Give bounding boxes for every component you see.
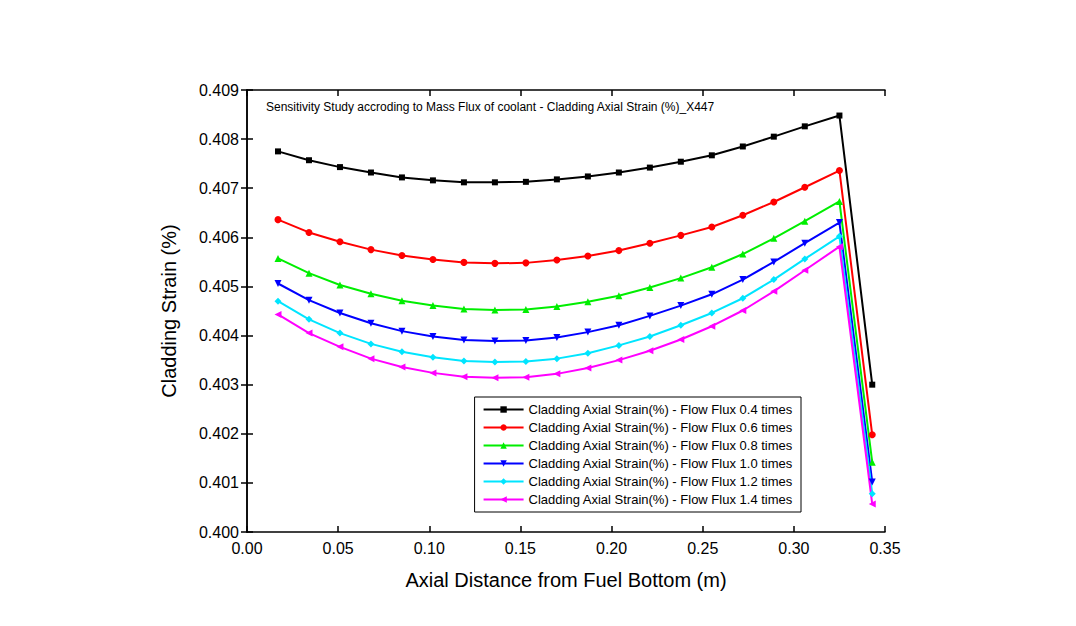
svg-text:0.407: 0.407: [199, 180, 239, 197]
svg-text:Cladding Axial Strain(%) - Flo: Cladding Axial Strain(%) - Flow Flux 0.4…: [529, 402, 793, 417]
svg-text:0.402: 0.402: [199, 425, 239, 442]
svg-text:Cladding Axial Strain(%) - Flo: Cladding Axial Strain(%) - Flow Flux 1.4…: [529, 492, 793, 507]
svg-text:0.05: 0.05: [323, 540, 354, 557]
svg-text:Cladding Axial Strain(%) - Flo: Cladding Axial Strain(%) - Flow Flux 0.8…: [529, 438, 793, 453]
svg-text:0.35: 0.35: [869, 540, 900, 557]
svg-text:0.25: 0.25: [687, 540, 718, 557]
svg-text:0.10: 0.10: [414, 540, 445, 557]
svg-text:Sensitivity Study accroding to: Sensitivity Study accroding to Mass Flux…: [266, 100, 715, 114]
svg-text:0.15: 0.15: [505, 540, 536, 557]
svg-text:0.406: 0.406: [199, 229, 239, 246]
svg-text:0.403: 0.403: [199, 376, 239, 393]
svg-text:Cladding Axial Strain(%) - Flo: Cladding Axial Strain(%) - Flow Flux 0.6…: [529, 420, 793, 435]
svg-text:0.400: 0.400: [199, 524, 239, 541]
svg-text:Cladding Strain (%): Cladding Strain (%): [158, 224, 180, 397]
svg-text:0.404: 0.404: [199, 327, 239, 344]
svg-text:Axial Distance from Fuel Botto: Axial Distance from Fuel Bottom (m): [405, 569, 726, 591]
svg-text:Cladding Axial Strain(%) - Flo: Cladding Axial Strain(%) - Flow Flux 1.2…: [529, 474, 793, 489]
svg-text:0.20: 0.20: [596, 540, 627, 557]
svg-text:0.401: 0.401: [199, 474, 239, 491]
svg-text:0.408: 0.408: [199, 131, 239, 148]
svg-text:0.405: 0.405: [199, 278, 239, 295]
svg-text:Cladding Axial Strain(%) - Flo: Cladding Axial Strain(%) - Flow Flux 1.0…: [529, 456, 793, 471]
svg-text:0.00: 0.00: [231, 540, 262, 557]
svg-text:0.409: 0.409: [199, 82, 239, 99]
svg-text:0.30: 0.30: [778, 540, 809, 557]
